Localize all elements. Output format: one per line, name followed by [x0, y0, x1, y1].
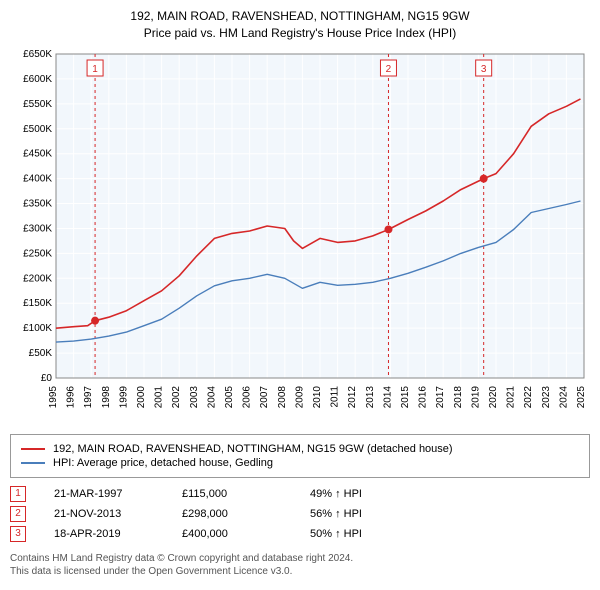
- svg-text:£0: £0: [41, 373, 53, 384]
- svg-text:2005: 2005: [224, 385, 235, 408]
- svg-text:2019: 2019: [470, 385, 481, 408]
- chart: £0 £50K £100K £150K £200K £250K £300K £350K £400…: [10, 48, 590, 428]
- svg-text:£450K: £450K: [23, 148, 52, 159]
- marker-price: £400,000: [182, 528, 282, 540]
- legend-row-hpi: HPI: Average price, detached house, Gedl…: [21, 457, 579, 469]
- svg-text:2004: 2004: [206, 385, 217, 408]
- svg-text:£550K: £550K: [23, 98, 52, 109]
- svg-text:£50K: £50K: [29, 348, 53, 359]
- svg-text:£350K: £350K: [23, 198, 52, 209]
- marker-pct: 49% ↑ HPI: [310, 488, 410, 500]
- marker-table: 1 21-MAR-1997 £115,000 49% ↑ HPI 2 21-NOV-201…: [10, 486, 590, 542]
- svg-text:2003: 2003: [189, 385, 200, 408]
- marker-price: £298,000: [182, 508, 282, 520]
- legend-swatch-hpi: [21, 462, 45, 464]
- svg-text:1: 1: [92, 64, 98, 75]
- svg-text:£300K: £300K: [23, 223, 52, 234]
- title-line-1: 192, MAIN ROAD, RAVENSHEAD, NOTTINGHAM, …: [10, 8, 590, 25]
- legend-row-property: 192, MAIN ROAD, RAVENSHEAD, NOTTINGHAM, …: [21, 443, 579, 455]
- svg-text:£250K: £250K: [23, 248, 52, 259]
- footer-line-2: This data is licensed under the Open Gov…: [10, 565, 590, 579]
- svg-text:£500K: £500K: [23, 123, 52, 134]
- svg-text:3: 3: [481, 64, 487, 75]
- svg-text:2015: 2015: [400, 385, 411, 408]
- svg-text:2017: 2017: [435, 385, 446, 408]
- footer: Contains HM Land Registry data © Crown c…: [10, 552, 590, 579]
- svg-text:2025: 2025: [576, 385, 587, 408]
- marker-price: £115,000: [182, 488, 282, 500]
- marker-row: 1 21-MAR-1997 £115,000 49% ↑ HPI: [10, 486, 590, 502]
- svg-text:2022: 2022: [523, 385, 534, 408]
- svg-text:1998: 1998: [101, 385, 112, 408]
- legend: 192, MAIN ROAD, RAVENSHEAD, NOTTINGHAM, …: [10, 434, 590, 478]
- marker-pct: 56% ↑ HPI: [310, 508, 410, 520]
- svg-text:2012: 2012: [347, 385, 358, 408]
- svg-text:2002: 2002: [171, 385, 182, 408]
- title-block: 192, MAIN ROAD, RAVENSHEAD, NOTTINGHAM, …: [10, 8, 590, 42]
- svg-text:2009: 2009: [294, 385, 305, 408]
- svg-text:2020: 2020: [488, 385, 499, 408]
- legend-label-property: 192, MAIN ROAD, RAVENSHEAD, NOTTINGHAM, …: [53, 443, 453, 455]
- svg-text:1995: 1995: [48, 385, 59, 408]
- chart-container: 192, MAIN ROAD, RAVENSHEAD, NOTTINGHAM, …: [0, 0, 600, 587]
- svg-text:2006: 2006: [242, 385, 253, 408]
- chart-svg: £0 £50K £100K £150K £200K £250K £300K £350K £400…: [10, 48, 590, 428]
- svg-text:2023: 2023: [541, 385, 552, 408]
- marker-pct: 50% ↑ HPI: [310, 528, 410, 540]
- svg-text:2021: 2021: [506, 385, 517, 408]
- svg-text:£200K: £200K: [23, 273, 52, 284]
- svg-text:2011: 2011: [330, 385, 341, 407]
- svg-text:2016: 2016: [418, 385, 429, 408]
- svg-text:2024: 2024: [558, 385, 569, 408]
- svg-text:2013: 2013: [365, 385, 376, 408]
- marker-date: 21-MAR-1997: [54, 488, 154, 500]
- svg-text:1997: 1997: [83, 385, 94, 408]
- svg-text:2001: 2001: [154, 385, 165, 408]
- svg-text:1999: 1999: [118, 385, 129, 408]
- marker-badge: 1: [10, 486, 26, 502]
- svg-text:£650K: £650K: [23, 49, 52, 60]
- title-line-2: Price paid vs. HM Land Registry's House …: [10, 25, 590, 42]
- marker-badge: 2: [10, 506, 26, 522]
- svg-text:£600K: £600K: [23, 74, 52, 85]
- marker-row: 3 18-APR-2019 £400,000 50% ↑ HPI: [10, 526, 590, 542]
- svg-text:2008: 2008: [277, 385, 288, 408]
- svg-text:1996: 1996: [66, 385, 77, 408]
- svg-text:2018: 2018: [453, 385, 464, 408]
- legend-swatch-property: [21, 448, 45, 450]
- legend-label-hpi: HPI: Average price, detached house, Gedl…: [53, 457, 273, 469]
- svg-text:2: 2: [386, 64, 392, 75]
- marker-row: 2 21-NOV-2013 £298,000 56% ↑ HPI: [10, 506, 590, 522]
- marker-date: 18-APR-2019: [54, 528, 154, 540]
- footer-line-1: Contains HM Land Registry data © Crown c…: [10, 552, 590, 566]
- svg-text:2014: 2014: [382, 385, 393, 408]
- svg-text:£400K: £400K: [23, 173, 52, 184]
- marker-date: 21-NOV-2013: [54, 508, 154, 520]
- marker-badge: 3: [10, 526, 26, 542]
- svg-text:2000: 2000: [136, 385, 147, 408]
- svg-text:2007: 2007: [259, 385, 270, 408]
- svg-text:2010: 2010: [312, 385, 323, 408]
- svg-text:£100K: £100K: [23, 323, 52, 334]
- svg-text:£150K: £150K: [23, 298, 52, 309]
